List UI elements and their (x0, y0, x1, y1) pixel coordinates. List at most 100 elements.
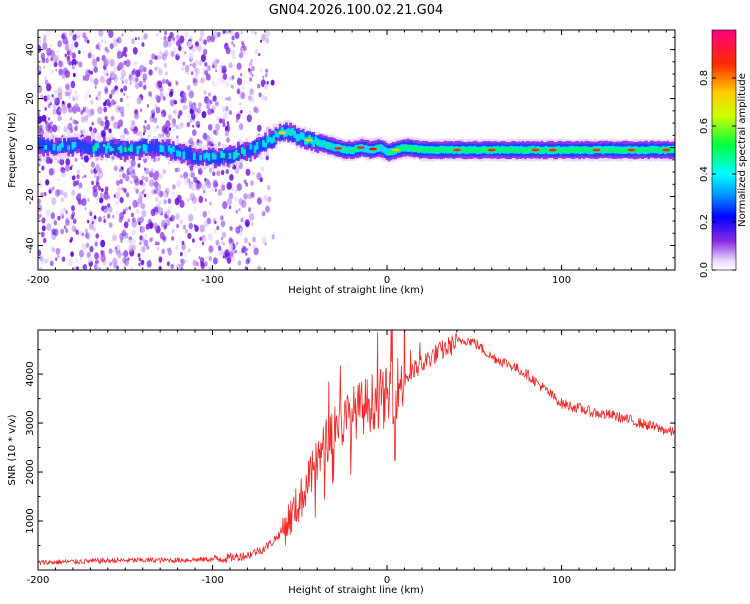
noise-dot (192, 117, 195, 122)
noise-dot (41, 257, 46, 265)
noise-dot (130, 212, 134, 218)
noise-dot (38, 85, 43, 94)
noise-dot (152, 112, 156, 118)
noise-dot (224, 130, 229, 137)
noise-dot (246, 247, 249, 252)
ridge-band-segment (410, 146, 414, 151)
ridge-band-segment (172, 146, 175, 153)
noise-dot (54, 97, 59, 104)
noise-dot (151, 189, 155, 195)
noise-dot (192, 78, 198, 87)
noise-dot (104, 205, 107, 210)
noise-dot (153, 181, 159, 188)
noise-dot (155, 106, 161, 114)
spectrogram-ytick-label: -20 (25, 188, 36, 204)
ridge-band-segment (500, 148, 504, 153)
ridge-band-segment (128, 147, 131, 151)
noise-dot (205, 134, 211, 143)
noise-dot (123, 92, 126, 96)
ridge-band-segment (297, 134, 301, 142)
noise-dot (81, 232, 85, 237)
noise-dot (238, 208, 241, 212)
noise-dot (38, 213, 41, 220)
noise-dot (240, 92, 246, 100)
ridge-band-segment (657, 147, 661, 152)
noise-dot (153, 117, 158, 124)
noise-dot (154, 66, 158, 71)
ridge-band-segment (98, 142, 102, 153)
ridge-band-segment (433, 148, 437, 152)
noise-dot (115, 105, 121, 113)
noise-dot (261, 211, 266, 217)
noise-dot (108, 222, 113, 228)
ridge-band-segment (182, 151, 186, 160)
noise-dot (251, 65, 255, 72)
noise-dot (48, 168, 54, 176)
noise-dot (250, 30, 255, 35)
noise-dot (134, 61, 137, 66)
noise-dot (164, 30, 168, 36)
noise-dot (220, 241, 224, 245)
ridge-band-segment (316, 141, 320, 146)
noise-dot (237, 260, 242, 266)
ridge-band-segment (38, 136, 41, 151)
ridge-band-segment (611, 148, 615, 153)
noise-dot (252, 207, 256, 211)
ridge-band-segment (121, 145, 125, 156)
noise-dot (112, 214, 115, 219)
ridge-band-segment (159, 145, 163, 153)
ridge-band-segment (79, 141, 83, 153)
noise-dot (193, 67, 198, 72)
noise-dot (38, 163, 41, 167)
noise-dot (52, 108, 57, 115)
snr-xtick-label: 100 (552, 575, 571, 586)
noise-dot (163, 225, 167, 230)
noise-dot (218, 118, 223, 124)
noise-dot (59, 158, 65, 166)
ridge-band-segment (649, 147, 653, 152)
ridge-band-segment (613, 147, 617, 152)
ridge-band-segment (546, 148, 550, 153)
noise-dot (41, 114, 47, 122)
ridge-band-segment (517, 147, 521, 152)
snr-frame (37, 329, 676, 571)
colorbar: 0.0 0.2 0.4 0.6 0.8 Normalized spectral ampl… (699, 29, 748, 278)
noise-dot (93, 173, 97, 179)
noise-dot (82, 75, 87, 81)
noise-dot (228, 110, 233, 116)
noise-dot (198, 60, 203, 66)
ridge-band-segment (582, 148, 586, 153)
noise-dot (166, 39, 172, 48)
noise-dot (72, 218, 77, 224)
noise-dot (58, 68, 63, 76)
noise-dot (87, 211, 90, 215)
noise-dot (50, 56, 54, 62)
noise-dot (97, 90, 101, 96)
ridge-band-segment (425, 147, 429, 152)
noise-dot (57, 254, 60, 259)
noise-dot (64, 44, 70, 51)
noise-dot (184, 65, 190, 73)
noise-dot (234, 188, 238, 194)
noise-dot (51, 228, 56, 235)
noise-dot (103, 219, 106, 224)
ridge-band-segment (230, 150, 234, 164)
noise-dot (179, 236, 182, 240)
noise-dot (92, 227, 96, 232)
ridge-band-segment (502, 148, 506, 153)
snr-axes: -200 -100 0 100 1000 2000 3000 4000 (25, 330, 675, 586)
noise-dot (192, 129, 197, 137)
ridge-band-segment (446, 148, 450, 153)
noise-dot (170, 214, 175, 222)
ridge-band-segment (660, 147, 663, 152)
noise-dot (224, 42, 228, 47)
noise-dot (74, 41, 79, 48)
noise-dot (90, 169, 94, 175)
ridge-band-segment (329, 143, 332, 148)
noise-dot (182, 104, 187, 111)
noise-dot (199, 224, 205, 233)
ridge-band-segment (239, 146, 242, 155)
noise-dot (59, 189, 64, 196)
noise-dot (222, 122, 226, 128)
noise-dot (93, 66, 98, 73)
